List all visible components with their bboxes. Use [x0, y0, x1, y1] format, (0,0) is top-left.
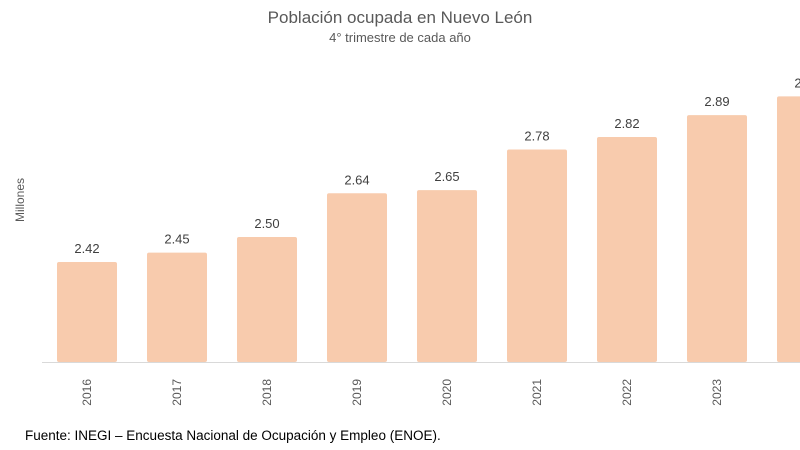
source-note: Fuente: INEGI – Encuesta Nacional de Ocu…	[25, 428, 441, 443]
x-tick-label-2023: 2023	[710, 379, 724, 406]
data-label-2020: 2.65	[434, 169, 459, 184]
bar-2024	[777, 96, 800, 362]
bar-2017	[147, 252, 207, 362]
bar-2020	[417, 190, 477, 362]
data-label-2016: 2.42	[74, 241, 99, 256]
x-tick-label-2021: 2021	[530, 379, 544, 406]
chart-title: Población ocupada en Nuevo León	[267, 8, 533, 27]
data-label-2018: 2.50	[254, 216, 279, 231]
bar-2023	[687, 115, 747, 362]
x-tick-label-2019: 2019	[350, 379, 364, 406]
data-label-2024: 2.95	[794, 75, 800, 90]
data-label-2021: 2.78	[524, 129, 549, 144]
data-label-2017: 2.45	[164, 232, 189, 247]
data-label-2023: 2.89	[704, 94, 729, 109]
x-tick-label-2022: 2022	[620, 379, 634, 406]
x-tick-label-2020: 2020	[440, 379, 454, 406]
bar-2016	[57, 262, 117, 362]
x-tick-label-2017: 2017	[170, 379, 184, 406]
y-axis-label: Millones	[13, 178, 27, 222]
data-label-2019: 2.64	[344, 172, 369, 187]
chart-subtitle: 4° trimestre de cada año	[329, 30, 471, 45]
x-tick-label-2016: 2016	[80, 379, 94, 406]
bar-2021	[507, 149, 567, 362]
x-tick-label-2018: 2018	[260, 379, 274, 406]
bar-2022	[597, 137, 657, 362]
bar-2018	[237, 237, 297, 362]
bar-2019	[327, 193, 387, 362]
data-label-2022: 2.82	[614, 116, 639, 131]
